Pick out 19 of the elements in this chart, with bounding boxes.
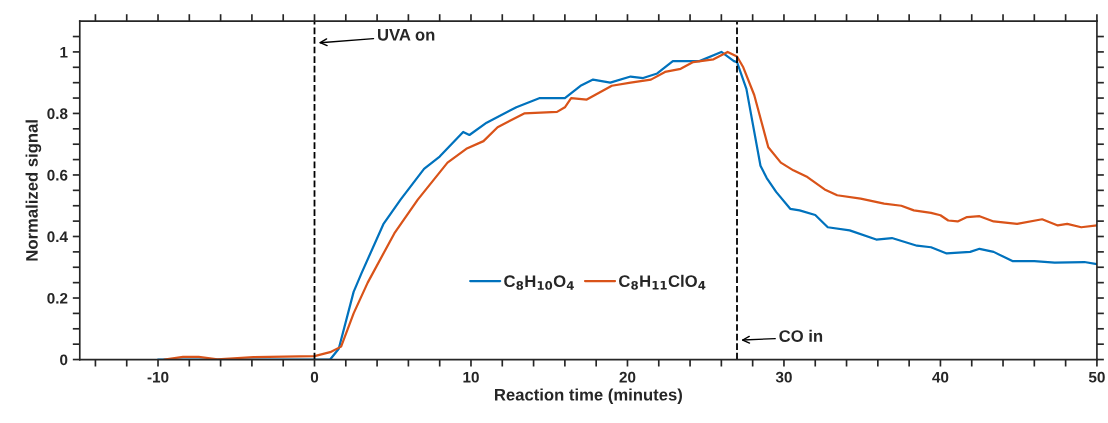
x-tick-label: 20: [619, 371, 636, 383]
y-tick-label: 0.4: [47, 231, 68, 243]
x-tick-label: 10: [463, 371, 479, 383]
legend-label: C$_{8}$H$_{11}$ClO$_{4}$: [619, 274, 706, 290]
y-tick-label: 0.6: [47, 169, 68, 181]
y-tick-label: 0.2: [47, 292, 68, 304]
y-tick-label: 1: [60, 46, 68, 58]
x-tick-label: 50: [1088, 371, 1105, 383]
x-axis-title: Reaction time (minutes): [495, 388, 682, 404]
x-tick-label: 40: [932, 371, 949, 383]
ref-line-label: CO in: [779, 329, 823, 342]
x-tick-label: 30: [775, 371, 792, 383]
legend-label: C$_{8}$H$_{10}$O$_{4}$: [504, 275, 574, 290]
y-tick-label: 0: [60, 354, 68, 366]
x-tick-label: -10: [147, 371, 169, 383]
ref-line-label: UVA on: [378, 29, 435, 41]
y-tick-label: 0.8: [47, 108, 68, 120]
x-tick-label: 0: [310, 371, 319, 383]
y-axis-title: Normalized signal: [25, 120, 42, 261]
